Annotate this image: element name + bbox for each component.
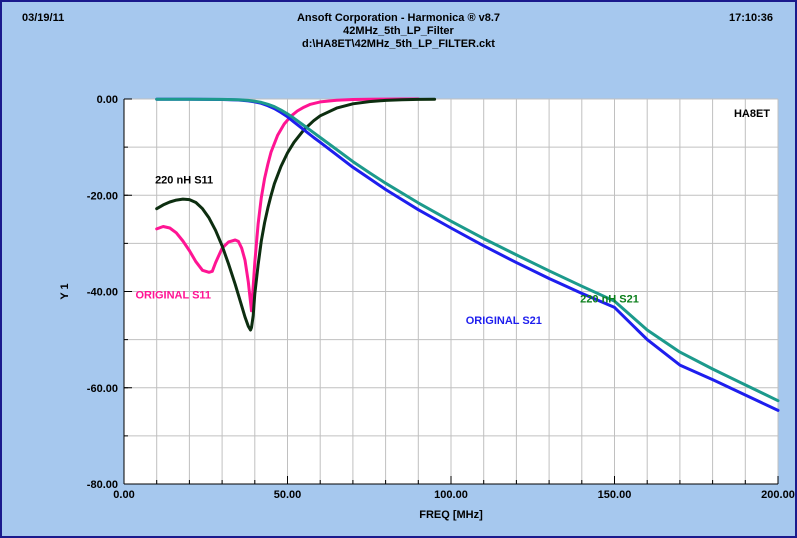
- y-tick-label: 0.00: [97, 94, 118, 106]
- report-title: Ansoft Corporation - Harmonica ® v8.7 42…: [2, 12, 795, 51]
- x-axis-label: FREQ [MHz]: [419, 509, 483, 521]
- title-line-circuit: 42MHz_5th_LP_Filter: [343, 25, 454, 37]
- grid: [123, 98, 779, 485]
- series-line-2: [155, 97, 437, 332]
- series-label-1: ORIGINAL S11: [135, 290, 211, 302]
- x-tick-label: 150.00: [598, 489, 632, 501]
- axes: 0.00 50.00 100.00 150.00 200.00 0.00 -20.00 -40…: [87, 94, 795, 501]
- title-line-company: Ansoft Corporation - Harmonica ® v8.7: [296, 12, 501, 24]
- series-label-4: 220 nH S21: [580, 294, 639, 306]
- series-label-2: 220 nH S11: [155, 175, 213, 187]
- x-tick-label: 0.00: [113, 489, 134, 501]
- y-tick-label: -40.00: [87, 287, 118, 299]
- report-time: 17:10:36: [728, 12, 773, 24]
- y-axis-label: Y 1: [59, 283, 71, 299]
- series-label-3: ORIGINAL S21: [466, 315, 542, 327]
- y-tick-label: -60.00: [87, 383, 118, 395]
- title-line-path: d:\HA8ET\42MHz_5th_LP_FILTER.ckt: [302, 38, 495, 50]
- series-line-1: [155, 97, 420, 313]
- y-tick-label: -20.00: [87, 190, 118, 202]
- x-tick-label: 100.00: [434, 489, 468, 501]
- x-tick-label: 200.00: [761, 489, 795, 501]
- series-line-4: [155, 97, 780, 403]
- series-group: [155, 97, 780, 412]
- x-tick-label: 50.00: [274, 489, 302, 501]
- plot-tag: HA8ET: [734, 108, 770, 120]
- series-labels: ORIGINAL S11 220 nH S11 ORIGINAL S21 220 nH…: [135, 175, 638, 328]
- report-date: 03/19/11: [22, 12, 65, 24]
- y-tick-label: -80.00: [87, 479, 118, 491]
